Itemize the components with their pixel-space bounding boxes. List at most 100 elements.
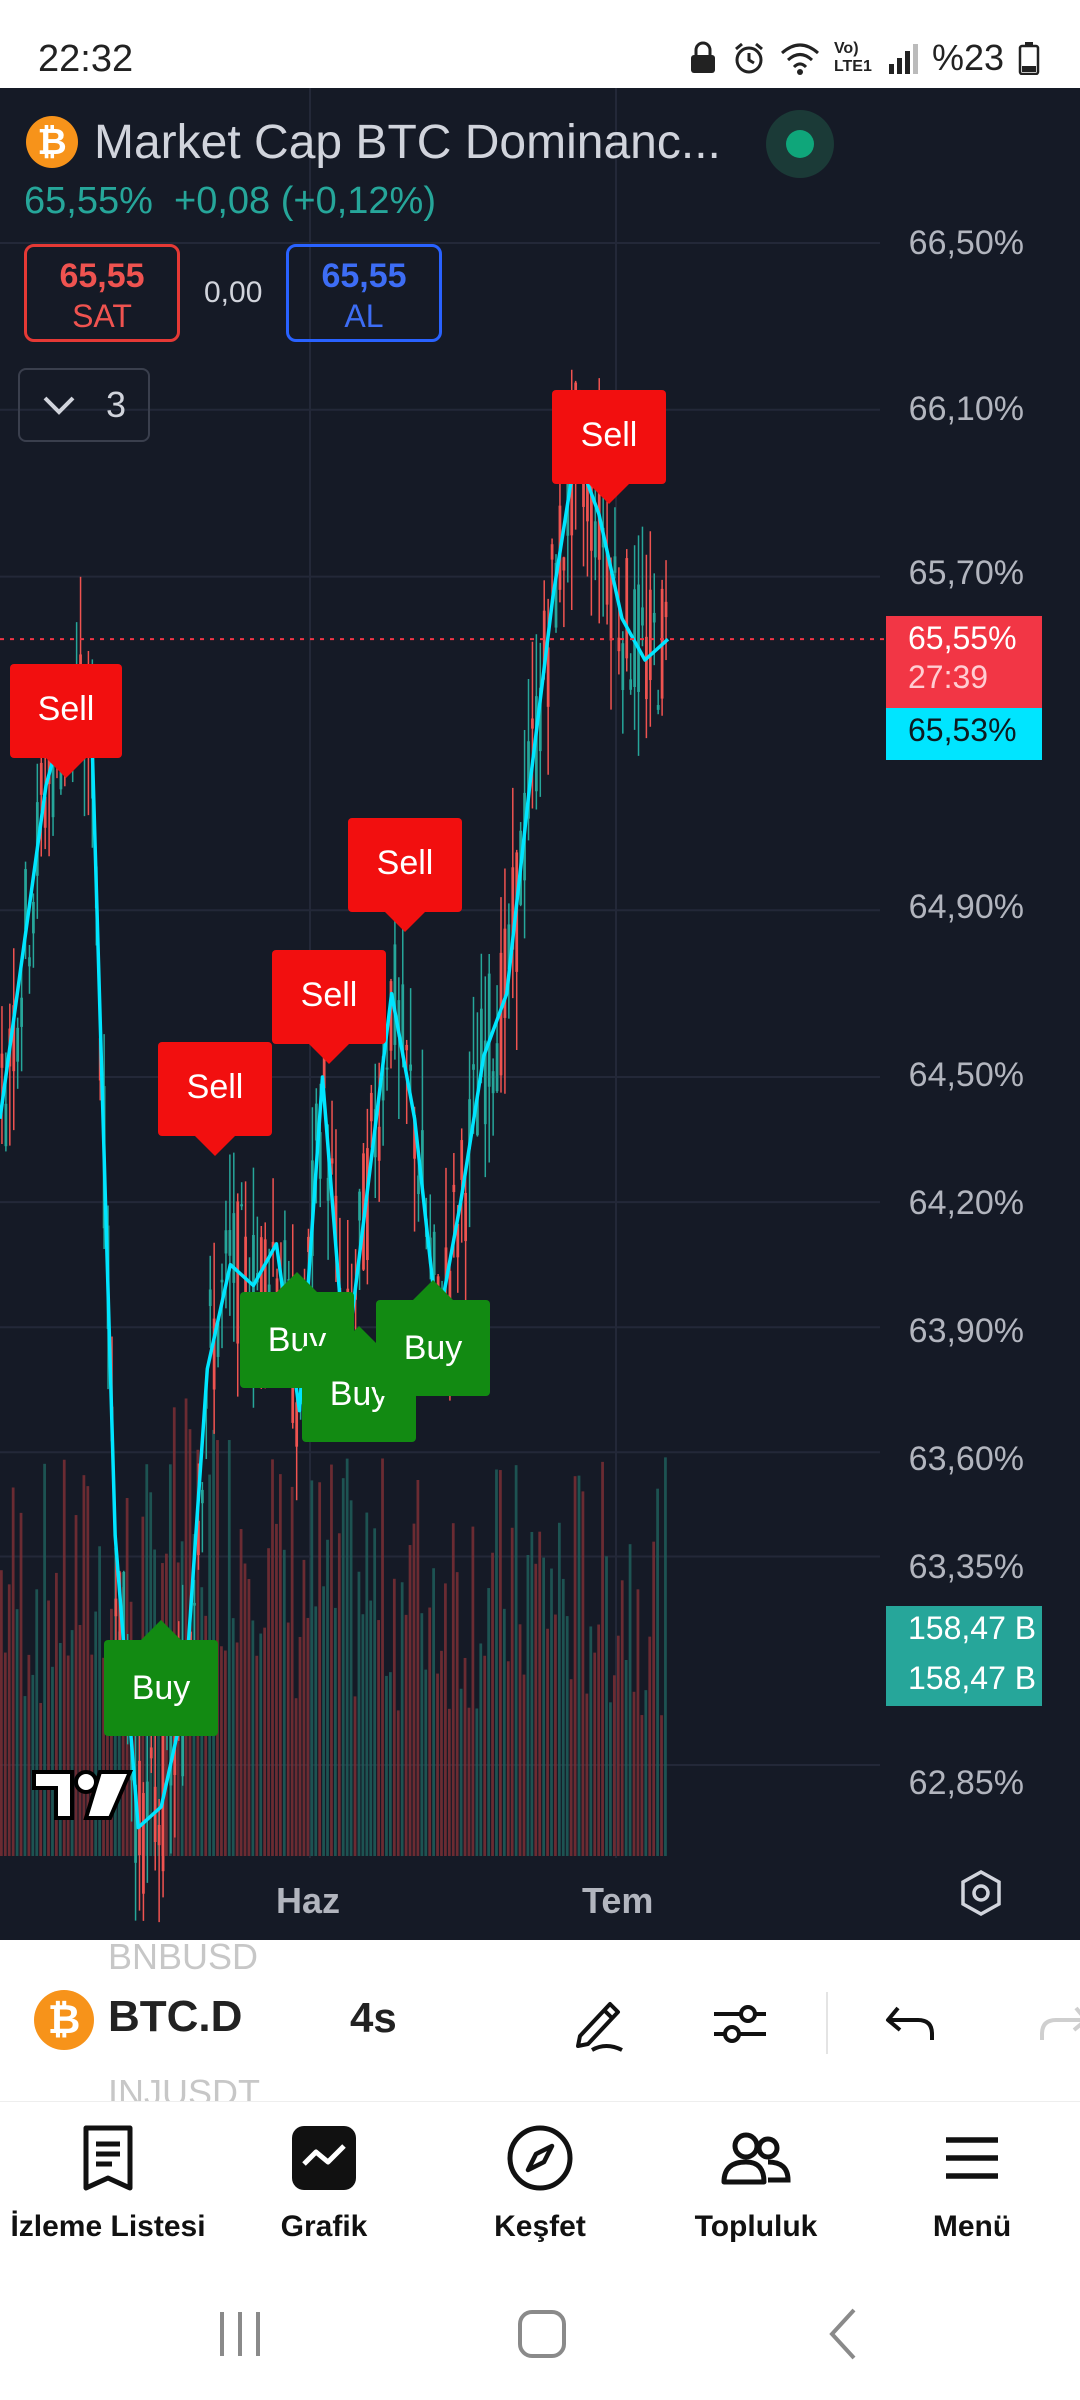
volume-bar (286, 1622, 290, 1856)
recent-apps-icon[interactable] (210, 2304, 270, 2364)
candle-body (625, 558, 629, 659)
candle-body (421, 1130, 424, 1188)
buy-button[interactable]: 65,55 AL (286, 244, 442, 342)
undo-icon[interactable] (880, 1992, 944, 2056)
candle-body (307, 1236, 310, 1253)
volume-bar (447, 1708, 451, 1856)
nav-watchlist[interactable]: İzleme Listesi (0, 2122, 216, 2244)
volume-bar (365, 1512, 369, 1856)
nav-explore[interactable]: Keşfet (432, 2122, 648, 2244)
candle-body (629, 679, 633, 690)
volume-bar (632, 1691, 636, 1856)
bottom-navigation: İzleme Listesi Grafik Keşfet Topluluk Me… (0, 2102, 1080, 2270)
candle-body (503, 928, 507, 1018)
volume-bar (70, 1630, 74, 1856)
interval-selector[interactable]: 4s (350, 1994, 397, 2041)
ghost-symbol[interactable]: BNBUSD (108, 1940, 259, 1977)
indicators-toggle[interactable]: 3 (18, 368, 150, 442)
candle-body (377, 1126, 381, 1161)
nav-chart[interactable]: Grafik (216, 2122, 432, 2244)
home-icon[interactable] (512, 2304, 572, 2364)
volume-ma-tag: 158,47 B (886, 1656, 1042, 1706)
volume-bar (444, 1583, 447, 1856)
moving-average-tag: 65,53% (886, 708, 1042, 760)
indicators-icon[interactable] (708, 1992, 772, 2056)
community-icon (721, 2132, 791, 2185)
candle-body (271, 1241, 275, 1248)
volume-bar (581, 1491, 585, 1856)
candle-body (542, 610, 546, 673)
candle-body (4, 1103, 8, 1147)
candle-body (609, 571, 613, 641)
candle-body (483, 1040, 487, 1125)
redo-icon[interactable] (1030, 1992, 1080, 2056)
volume-bar (349, 1500, 353, 1856)
volume-bar (656, 1488, 659, 1856)
symbol-selector[interactable]: BTC.D (108, 1992, 243, 2041)
volume-bar (278, 1474, 282, 1856)
volume-bar (227, 1440, 231, 1856)
candle-body (613, 556, 617, 573)
volume-bar (483, 1655, 487, 1856)
candle-body (507, 924, 511, 970)
symbol-title[interactable]: Market Cap BTC Dominanc... (94, 115, 721, 169)
volume-bar (94, 1611, 98, 1856)
volume-bar (432, 1568, 435, 1856)
candle-body (244, 1236, 247, 1311)
candle-body (43, 796, 47, 828)
candle-body (16, 1027, 20, 1062)
candle-body (397, 1000, 401, 1037)
candle-body (597, 456, 601, 560)
volume-bar (392, 1578, 396, 1856)
volume-bar (66, 1655, 70, 1856)
volume-bar (290, 1486, 294, 1856)
chart-settings-icon[interactable] (956, 1868, 1006, 1918)
candle-body (369, 1092, 373, 1122)
candle-body (652, 612, 656, 623)
volume-bar (644, 1690, 648, 1856)
sell-button[interactable]: 65,55 SAT (24, 244, 180, 342)
moving-average-line (0, 449, 670, 1830)
price-axis-label: 66,10% (908, 390, 1024, 428)
nav-community[interactable]: Topluluk (648, 2122, 864, 2244)
chart-area[interactable]: ₿ Market Cap BTC Dominanc... 65,55% +0,0… (0, 88, 1080, 1940)
spread-value: 0,00 (204, 276, 263, 309)
buy-label: AL (344, 298, 384, 334)
volume-bar (322, 1586, 325, 1856)
volume-bar (605, 1556, 608, 1856)
nav-label: Keşfet (494, 2210, 586, 2243)
candle-body (637, 584, 640, 692)
drawing-tools-icon[interactable] (566, 1992, 630, 2056)
volume-bar (420, 1613, 424, 1856)
volume-bar (499, 1470, 502, 1856)
nav-menu[interactable]: Menü (864, 2122, 1080, 2244)
volume-bar (565, 1616, 569, 1856)
volume-bar (43, 1463, 46, 1856)
candle-body (334, 1195, 338, 1248)
volume-bar (47, 1600, 50, 1856)
volume-bar (471, 1526, 475, 1856)
symbol-header[interactable]: ₿ Market Cap BTC Dominanc... (26, 114, 721, 170)
candle-body (432, 1231, 436, 1275)
volume-bar (255, 1655, 259, 1856)
volume-bar (361, 1614, 365, 1856)
candle-body (527, 741, 530, 819)
volume-bar (15, 1609, 19, 1856)
volume-bar (534, 1563, 538, 1856)
volume-bar (616, 1635, 620, 1856)
volume-bar (220, 1646, 223, 1856)
volume-bar (455, 1572, 459, 1856)
candle-body (546, 647, 550, 707)
volume-bar (231, 1618, 235, 1856)
compass-icon (507, 2125, 573, 2191)
volume-bar (11, 1487, 15, 1856)
volume-bar (660, 1715, 663, 1856)
candle-body (645, 636, 648, 700)
volume-bar (102, 1657, 105, 1856)
volume-bar (271, 1459, 274, 1856)
volume-bar (589, 1626, 593, 1856)
candle-body (330, 1158, 334, 1164)
ghost-symbol[interactable]: INJUSDT (108, 2072, 260, 2102)
sell-label: SAT (72, 298, 132, 334)
back-icon[interactable] (814, 2304, 874, 2364)
